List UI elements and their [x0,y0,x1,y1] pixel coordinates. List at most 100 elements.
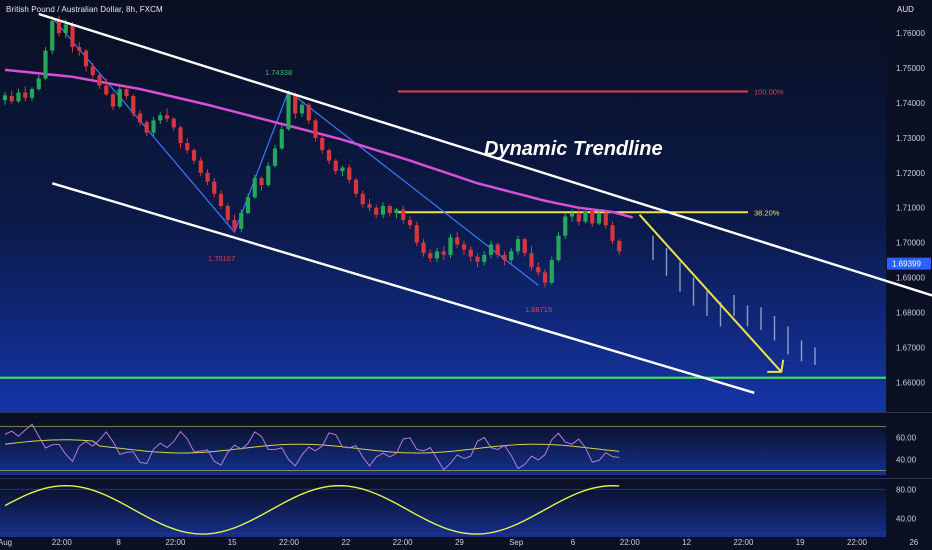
candle-body [9,96,14,102]
y-tick-label: 1.73000 [896,134,925,143]
y-tick-label: 1.70000 [896,239,925,248]
candle-body [563,216,568,236]
candle-body [515,239,521,252]
x-tick-label: 6 [571,538,576,547]
channel-upper-line [38,12,932,297]
candle-body [583,211,588,222]
x-tick-label: Sep [509,538,524,547]
x-tick-label: 12 [682,538,691,547]
candle-body [299,104,305,114]
candle-body [610,225,615,241]
candle-body [56,20,62,34]
projection-arrow-head [767,359,785,373]
candle-body [360,193,365,205]
y-tick-label: 1.74000 [896,99,925,108]
candle-body [576,212,581,222]
zigzag-line [51,17,539,286]
candle-body [2,95,8,101]
fib-100-label: 100.00% [754,87,784,96]
candle-body [414,225,419,243]
candle-body [70,24,75,48]
candle-body [29,89,35,98]
candle-body [225,206,230,220]
x-tick-label: 22:00 [847,538,868,547]
candle-body [556,235,561,261]
candle-body [36,78,41,90]
candle-body [151,120,156,133]
swing-high-label: 1.74338 [265,68,292,77]
candle-body [509,251,514,261]
x-tick-label: 22:00 [52,538,73,547]
candle-body [252,178,257,198]
candle-body [326,150,332,161]
candle-body [353,179,359,194]
candle-body [164,115,170,119]
candle-body [232,219,237,229]
candle-body [43,50,48,79]
candle-body [461,244,467,250]
candle-body [16,92,21,102]
candle-body [171,118,176,128]
x-tick-label: 15 [228,538,237,547]
candle-body [374,207,379,215]
swing-low-label: 1.68715 [525,305,552,314]
candle-body [590,211,595,224]
candle-body [320,137,325,151]
rsi-y-tick-label: 40.00 [896,456,917,465]
candle-body [495,244,500,255]
y-tick-label: 1.75000 [896,64,925,73]
x-tick-label: 26 [909,538,918,547]
candle-body [448,237,453,255]
candle-body [117,89,122,107]
x-tick-label: 22:00 [279,538,300,547]
candle-body [83,50,89,67]
candle-body [488,244,494,255]
candle-body [23,92,28,98]
candle-body [421,242,426,254]
y-tick-label: 1.72000 [896,169,925,178]
main-pane-background [0,0,886,412]
candle-body [259,178,264,186]
symbol-label: British Pound / Australian Dollar, 8h, F… [6,5,163,14]
chart-annotation-title: Dynamic Trendline [484,138,663,160]
x-tick-label: Aug [0,538,12,547]
candle-body [272,148,278,166]
candle-body [137,113,143,123]
candle-body [340,167,345,172]
candle-body [178,127,183,144]
x-tick-label: 22:00 [620,538,641,547]
candle-body [603,212,608,226]
candle-body [245,197,251,213]
osc-y-tick-label: 40.00 [896,515,917,524]
candle-body [569,212,575,217]
last-price-label: 1.69399 [892,260,921,269]
x-tick-label: 19 [796,538,805,547]
y-tick-label: 1.71000 [896,204,925,213]
candle-body [502,254,507,261]
candle-body [191,150,197,161]
candle-body [441,251,446,255]
y-tick-label: 1.66000 [896,378,925,387]
candle-body [158,115,163,121]
candle-body [144,122,149,133]
candle-body [104,85,109,95]
candle-body [198,160,203,173]
candle-body [529,253,534,268]
candle-body [596,212,602,224]
y-tick-label: 1.67000 [896,343,925,352]
candle-body [63,24,68,34]
y-tick-label: 1.76000 [896,29,925,38]
candle-body [522,239,527,254]
x-tick-label: 22:00 [165,538,186,547]
y-tick-label: 1.69000 [896,274,925,283]
candle-body [77,47,82,51]
candle-body [380,206,386,215]
projection-arrow-line [638,214,782,373]
rsi-line [4,423,620,471]
candle-body [468,249,473,257]
candle-body [124,89,129,97]
candle-body [131,96,136,114]
osc-y-tick-label: 80.00 [896,485,917,494]
